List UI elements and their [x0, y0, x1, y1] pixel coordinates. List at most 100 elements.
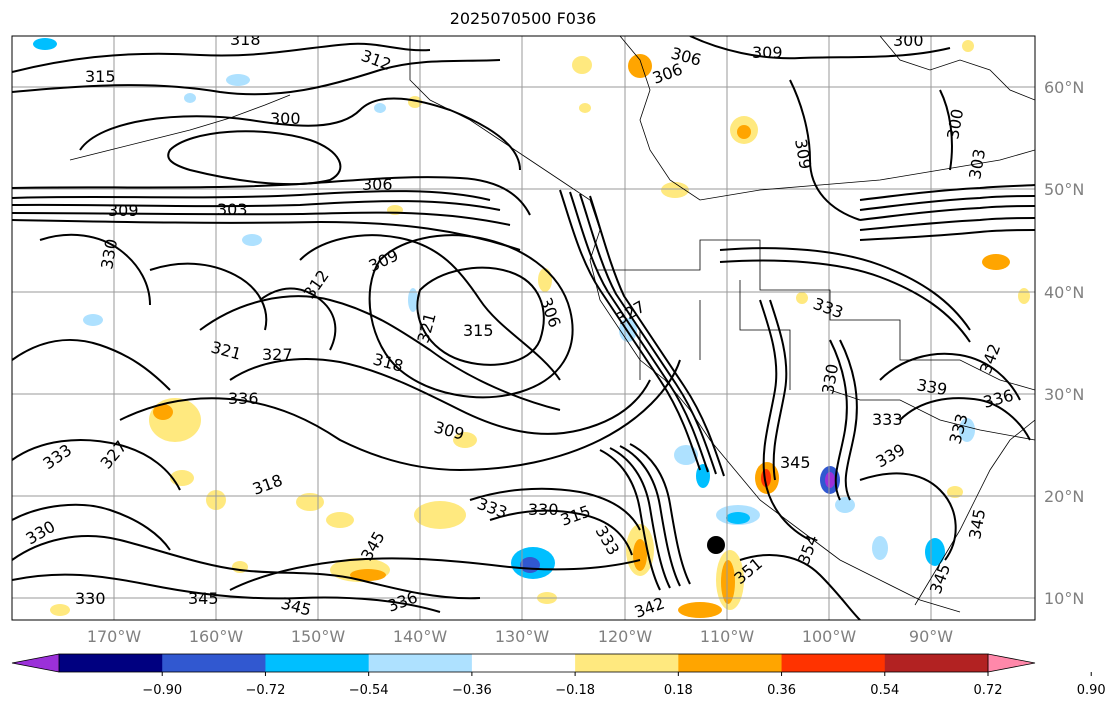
shade-negative — [33, 38, 57, 50]
shade-negative — [825, 472, 835, 488]
shade-positive — [737, 125, 751, 139]
lon-label: 110°W — [700, 627, 755, 646]
contour-label: 333 — [872, 410, 903, 429]
colorbar-tick-label: 0.36 — [767, 683, 796, 698]
shade-negative — [872, 536, 888, 560]
contour-label: 300 — [893, 31, 924, 50]
contour-label: 327 — [262, 345, 293, 364]
shade-positive — [326, 512, 354, 528]
contour-label: 330 — [528, 500, 559, 519]
colorbar: −0.90 −0.72 −0.54 −0.36 −0.18 0.18 0.36 0.54 0.7… — [11, 653, 1105, 698]
colorbar-segment — [884, 654, 989, 672]
shade-negative — [520, 557, 540, 573]
contour-label: 309 — [108, 201, 139, 220]
colorbar-tick-label: −0.36 — [452, 683, 492, 698]
contour-label: 315 — [463, 321, 494, 340]
lon-label: 90°W — [909, 627, 953, 646]
map-frame — [11, 35, 1036, 621]
colorbar-tick-label: 0.72 — [974, 683, 1003, 698]
longitude-labels: 170°W 160°W 150°W 140°W 130°W 120°W 110°… — [87, 627, 953, 646]
colorbar-segment — [781, 654, 886, 672]
shade-negative — [674, 445, 698, 465]
shade-negative — [83, 314, 103, 326]
colorbar-segment — [575, 654, 679, 672]
storm-center-marker — [707, 536, 725, 554]
lat-label: 10°N — [1044, 589, 1084, 608]
shade-positive — [149, 398, 201, 442]
coastlines — [69, 36, 1035, 613]
contour-label: 306 — [362, 175, 393, 194]
lon-label: 160°W — [189, 627, 244, 646]
contour-label: 345 — [780, 453, 811, 472]
shade-negative — [696, 464, 710, 488]
contour-label: 303 — [217, 200, 248, 219]
colorbar-outline — [58, 653, 989, 673]
colorbar-tick-label: −0.72 — [246, 683, 286, 698]
shade-negative — [726, 512, 750, 524]
shade-positive — [414, 501, 466, 529]
shade-negative — [925, 538, 945, 566]
shade-positive — [572, 56, 592, 74]
lat-label: 60°N — [1044, 78, 1084, 97]
lon-label: 120°W — [598, 627, 653, 646]
shade-positive — [678, 602, 722, 618]
shade-positive — [453, 432, 477, 448]
shade-positive — [947, 486, 963, 498]
shade-positive — [579, 103, 591, 113]
shade-positive — [982, 254, 1010, 270]
shade-positive — [962, 40, 974, 52]
colorbar-segment — [59, 654, 163, 672]
shade-negative — [242, 234, 262, 246]
lon-label: 130°W — [495, 627, 550, 646]
colorbar-ticks: −0.90 −0.72 −0.54 −0.36 −0.18 0.18 0.36 0.54 0.7… — [142, 672, 1105, 698]
contour-label: 336 — [228, 389, 259, 408]
map-background — [12, 36, 1035, 620]
colorbar-tick-label: −0.54 — [349, 683, 389, 698]
colorbar-tick-label: 0.18 — [664, 683, 693, 698]
shade-negative — [408, 288, 418, 312]
shade-negative — [835, 497, 855, 513]
colorbar-tick-label: 0.90 — [1077, 683, 1105, 698]
shade-positive — [1018, 288, 1030, 304]
colorbar-extend-high — [988, 654, 1035, 672]
colorbar-segment — [162, 654, 266, 672]
colorbar-segment — [265, 654, 370, 672]
shade-positive — [796, 292, 808, 304]
lat-label: 20°N — [1044, 487, 1084, 506]
lat-label: 50°N — [1044, 180, 1084, 199]
latitude-labels: 60°N 50°N 40°N 30°N 20°N 10°N — [1044, 78, 1084, 608]
shade-positive — [350, 569, 386, 581]
contour-label: 300 — [270, 109, 301, 128]
contour-label: 345 — [188, 589, 219, 608]
shade-positive — [661, 182, 689, 198]
colorbar-segment — [368, 654, 473, 672]
colorbar-tick-label: −0.18 — [555, 683, 595, 698]
lon-label: 150°W — [291, 627, 346, 646]
lat-label: 30°N — [1044, 385, 1084, 404]
colorbar-outline-right — [987, 653, 1036, 673]
shade-positive — [296, 493, 324, 511]
shade-positive — [538, 268, 552, 292]
shade-positive — [721, 560, 735, 604]
shade-negative — [374, 103, 386, 113]
colorbar-outline-left — [11, 653, 60, 673]
colorbar-segment — [678, 654, 783, 672]
lon-label: 170°W — [87, 627, 142, 646]
shade-negative — [226, 74, 250, 86]
contour-lines — [12, 36, 1035, 620]
shade-positive — [50, 604, 70, 616]
colorbar-tick-label: −0.90 — [142, 683, 182, 698]
colorbar-segments — [59, 654, 989, 672]
colorbar-segment — [471, 654, 576, 672]
lon-label: 140°W — [393, 627, 448, 646]
contour-label: 315 — [85, 67, 116, 86]
shade-negative — [184, 93, 196, 103]
lon-label: 100°W — [802, 627, 857, 646]
map-title: 2025070500 F036 — [449, 9, 597, 28]
contour-label: 330 — [75, 589, 106, 608]
lat-label: 40°N — [1044, 283, 1084, 302]
colorbar-tick-label: 0.54 — [870, 683, 899, 698]
contour-label: 309 — [752, 43, 783, 62]
contour-label: 318 — [230, 30, 261, 49]
